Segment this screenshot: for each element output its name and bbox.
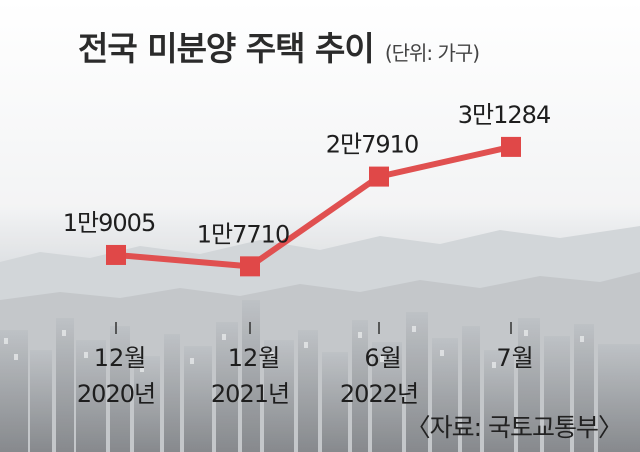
x-tick-label-year-1: 2021년 xyxy=(211,380,289,408)
x-tick-label-month-1: 12월 xyxy=(228,344,281,372)
data-label-0: 1만9005 xyxy=(63,209,155,237)
source-note: 〈자료: 국토교통부〉 xyxy=(405,413,623,442)
x-tick-label-month-0: 12월 xyxy=(94,344,147,372)
data-point-1 xyxy=(240,256,260,277)
data-point-2 xyxy=(369,166,389,187)
series-line xyxy=(115,143,512,270)
x-tick-label-month-2: 6월 xyxy=(364,344,401,372)
data-point-0 xyxy=(106,244,126,265)
x-tick-label-month-3: 7월 xyxy=(496,344,533,372)
unit-note: (단위: 가구) xyxy=(384,41,480,65)
data-label-1: 1만7710 xyxy=(197,220,289,248)
data-label-3: 3만1284 xyxy=(458,101,550,129)
data-label-2: 2만7910 xyxy=(326,131,418,159)
x-tick-label-year-2: 2022년 xyxy=(340,380,418,408)
data-point-3 xyxy=(501,136,521,157)
chart-title: 전국 미분양 주택 추이 xyxy=(78,29,375,68)
x-tick-label-year-0: 2020년 xyxy=(77,380,155,408)
chart-title-area: 전국 미분양 주택 추이 (단위: 가구) xyxy=(78,22,480,70)
